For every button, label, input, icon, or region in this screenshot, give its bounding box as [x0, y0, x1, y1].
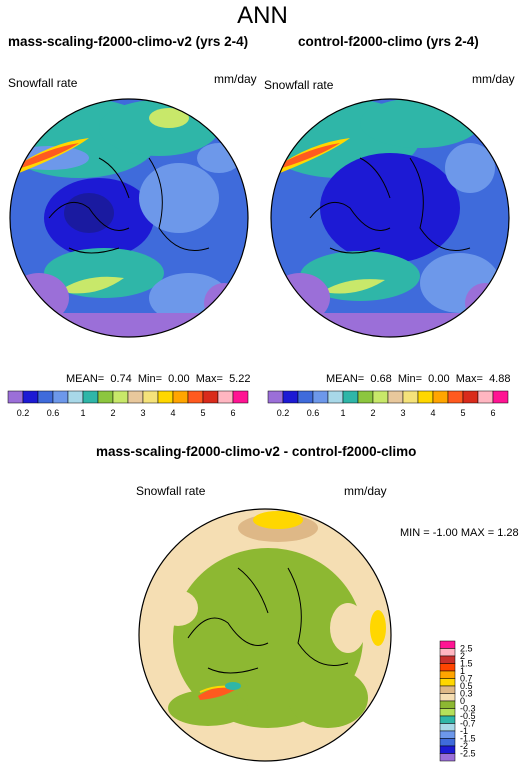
colorbar-swatch: [37, 390, 54, 404]
colorbar-swatch: [172, 390, 189, 404]
panel2-title: control-f2000-climo (yrs 2-4): [298, 34, 479, 49]
colorbar-swatch: [297, 390, 314, 404]
panel2-stats: MEAN= 0.68 Min= 0.00 Max= 4.88: [326, 373, 511, 385]
diff-colorbar-tick-label: 1: [460, 666, 465, 676]
diff-colorbar-tick-label: -1: [460, 726, 468, 736]
figure-title: ANN: [237, 2, 288, 29]
diff-map: [138, 508, 392, 762]
diff-colorbar-tick-label: -2: [460, 741, 468, 751]
diff-colorbar: 2.521.510.70.50.30-0.3-0.5-0.7-1-1.5-2-2…: [439, 640, 476, 762]
diff-colorbar-swatch: [439, 730, 456, 739]
colorbar-swatch: [282, 390, 299, 404]
diff-colorbar-tick-label: 0.7: [460, 674, 473, 684]
colorbar-swatch: [477, 390, 494, 404]
colorbar-swatch: [127, 390, 144, 404]
diff-colorbar-tick-label: 2.5: [460, 644, 473, 654]
diff-colorbar-swatch: [439, 670, 456, 679]
colorbar-tick-label: 1: [340, 408, 345, 418]
diff-colorbar-swatch: [439, 700, 456, 709]
diff-units: mm/day: [344, 484, 387, 498]
diff-colorbar-tick-label: 2: [460, 651, 465, 661]
diff-colorbar-swatch: [439, 655, 456, 664]
colorbar-tick-label: 3: [400, 408, 405, 418]
panel2-units: mm/day: [472, 72, 515, 86]
colorbar-swatch: [312, 390, 329, 404]
panel1-map: [9, 98, 249, 338]
colorbar-swatch: [52, 390, 69, 404]
diff-colorbar-swatch: [439, 685, 456, 694]
diff-colorbar-swatch: [439, 753, 456, 762]
diff-colorbar-swatch: [439, 663, 456, 672]
panel2-colorbar: 0.2 0.6 1 2 3 4 5 6: [267, 390, 509, 418]
diff-colorbar-swatch: [439, 678, 456, 687]
colorbar-tick-label: 0.6: [47, 408, 60, 418]
diff-colorbar-swatch: [439, 715, 456, 724]
diff-colorbar-tick-label: 0.3: [460, 689, 473, 699]
colorbar-swatch: [232, 390, 249, 404]
colorbar-tick-label: 5: [460, 408, 465, 418]
panel1-variable: Snowfall rate: [8, 76, 78, 90]
colorbar-swatch: [82, 390, 99, 404]
colorbar-swatch: [492, 390, 509, 404]
colorbar-swatch: [112, 390, 129, 404]
colorbar-swatch: [372, 390, 389, 404]
colorbar-swatch: [327, 390, 344, 404]
colorbar-tick-label: 0.6: [307, 408, 320, 418]
colorbar-swatch: [417, 390, 434, 404]
diff-colorbar-tick-label: 0.5: [460, 681, 473, 691]
diff-colorbar-swatch: [439, 723, 456, 732]
diff-colorbar-swatch: [439, 648, 456, 657]
colorbar-swatch: [267, 390, 284, 404]
colorbar-tick-label: 4: [170, 408, 175, 418]
colorbar-swatch: [22, 390, 39, 404]
diff-colorbar-tick-label: 1.5: [460, 659, 473, 669]
panel1-title: mass-scaling-f2000-climo-v2 (yrs 2-4): [8, 34, 249, 49]
colorbar-swatch: [187, 390, 204, 404]
colorbar-swatch: [342, 390, 359, 404]
diff-colorbar-tick-label: -1.5: [460, 734, 476, 744]
colorbar-tick-label: 0.2: [17, 408, 30, 418]
panel1-stats: MEAN= 0.74 Min= 0.00 Max= 5.22: [66, 373, 251, 385]
diff-colorbar-tick-label: 0: [460, 696, 465, 706]
diff-colorbar-swatch: [439, 738, 456, 747]
colorbar-swatch: [357, 390, 374, 404]
colorbar-swatch: [97, 390, 114, 404]
colorbar-tick-label: 2: [110, 408, 115, 418]
colorbar-swatch: [432, 390, 449, 404]
panel1-colorbar: 0.2 0.6 1 2 3 4 5 6: [7, 390, 249, 418]
panel2-variable: Snowfall rate: [264, 78, 334, 92]
diff-colorbar-tick-label: -2.5: [460, 749, 476, 759]
colorbar-swatch: [7, 390, 24, 404]
diff-variable: Snowfall rate: [136, 484, 206, 498]
diff-colorbar-swatch: [439, 708, 456, 717]
diff-stats: MIN = -1.00 MAX = 1.28: [400, 527, 519, 539]
colorbar-swatch: [157, 390, 174, 404]
colorbar-swatch: [142, 390, 159, 404]
diff-colorbar-swatch: [439, 640, 456, 649]
colorbar-swatch: [447, 390, 464, 404]
diff-colorbar-tick-label: -0.3: [460, 704, 476, 714]
diff-colorbar-swatch: [439, 693, 456, 702]
colorbar-tick-label: 4: [430, 408, 435, 418]
colorbar-swatch: [387, 390, 404, 404]
colorbar-swatch: [402, 390, 419, 404]
diff-title: mass-scaling-f2000-climo-v2 - control-f2…: [96, 444, 417, 459]
colorbar-tick-label: 1: [80, 408, 85, 418]
diff-colorbar-tick-label: -0.7: [460, 719, 476, 729]
colorbar-swatch: [462, 390, 479, 404]
diff-colorbar-swatch: [439, 745, 456, 754]
colorbar-tick-label: 6: [230, 408, 235, 418]
colorbar-tick-label: 3: [140, 408, 145, 418]
colorbar-tick-label: 5: [200, 408, 205, 418]
colorbar-swatch: [67, 390, 84, 404]
panel2-map: [270, 98, 510, 338]
panel1-units: mm/day: [214, 72, 257, 86]
colorbar-tick-label: 2: [370, 408, 375, 418]
diff-colorbar-tick-label: -0.5: [460, 711, 476, 721]
colorbar-tick-label: 6: [490, 408, 495, 418]
colorbar-tick-label: 0.2: [277, 408, 290, 418]
colorbar-swatch: [202, 390, 219, 404]
colorbar-swatch: [217, 390, 234, 404]
